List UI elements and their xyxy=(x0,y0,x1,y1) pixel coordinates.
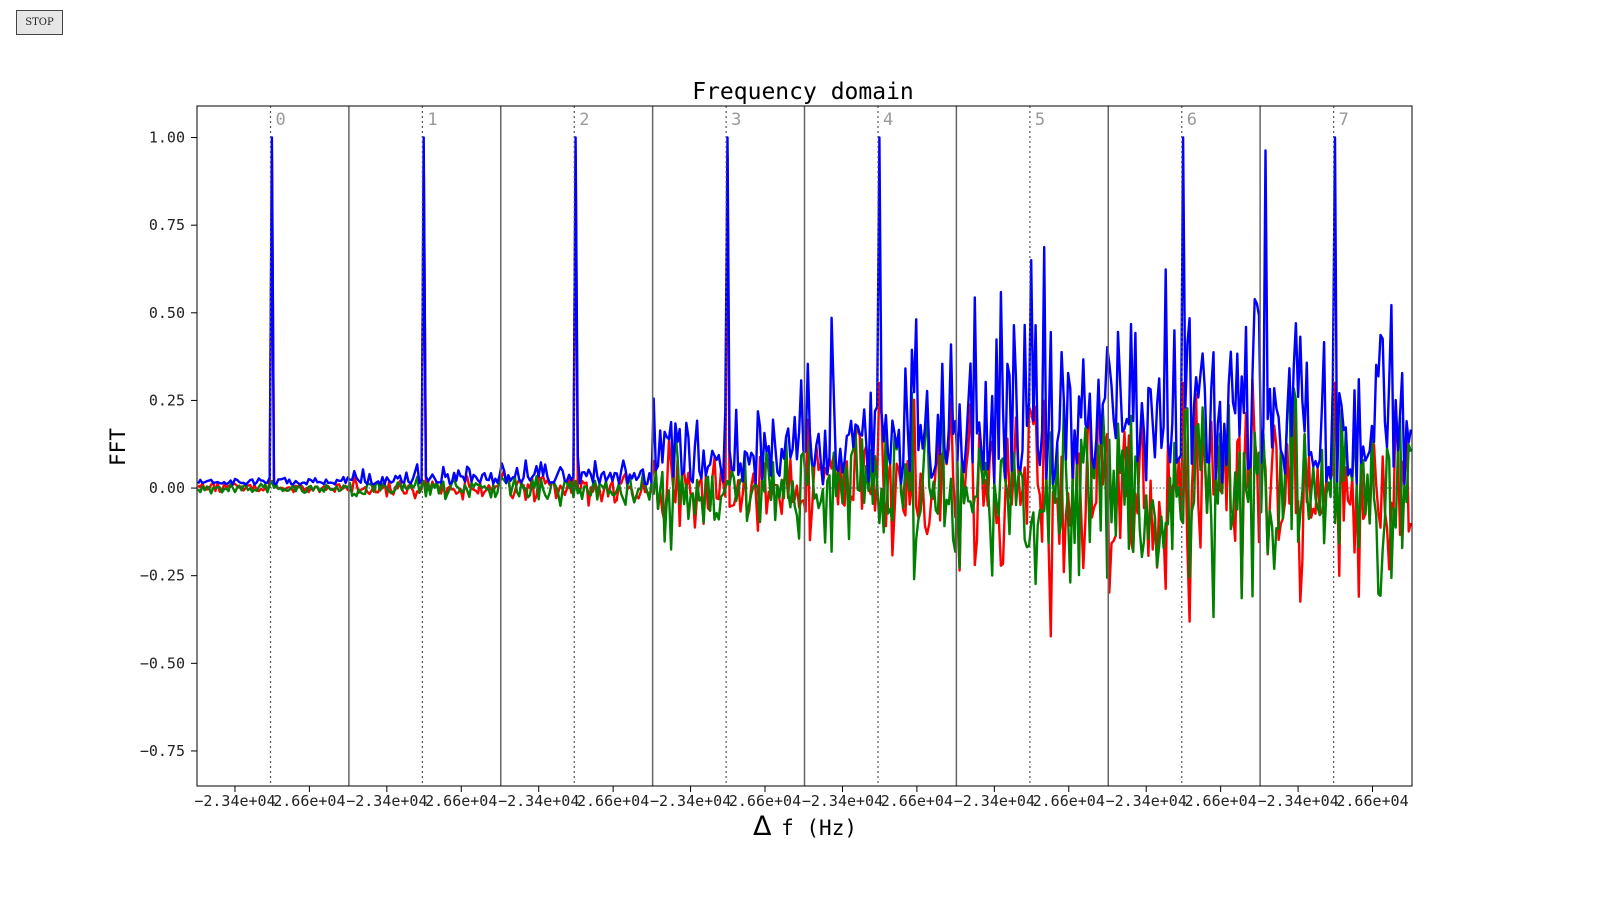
x-tick-label: 2.66e+04 xyxy=(1185,792,1257,810)
x-tick-label: 2.66e+04 xyxy=(881,792,953,810)
y-tick-label: 0.75 xyxy=(149,216,185,234)
x-tick-label: −2.34e+04 xyxy=(954,792,1035,810)
chart-title: Frequency domain xyxy=(692,79,914,105)
x-tick-label: 2.66e+04 xyxy=(425,792,497,810)
segment-label: 4 xyxy=(883,110,893,130)
x-axis-label: Δ f (Hz) xyxy=(753,811,857,842)
x-tick-label: 2.66e+04 xyxy=(273,792,345,810)
y-tick-label: −0.75 xyxy=(140,742,185,760)
x-tick-label: −2.34e+04 xyxy=(802,792,883,810)
segment-label: 5 xyxy=(1035,110,1045,130)
segment-label: 0 xyxy=(276,110,286,130)
segment-label: 7 xyxy=(1339,110,1349,130)
y-axis-label: FFT xyxy=(106,428,130,466)
x-tick-label: −2.34e+04 xyxy=(1106,792,1187,810)
segment-label: 3 xyxy=(731,110,741,130)
x-tick-label: −2.34e+04 xyxy=(1257,792,1338,810)
y-tick-label: 0.25 xyxy=(149,391,185,409)
y-tick-label: 0.50 xyxy=(149,304,185,322)
stop-button[interactable]: STOP xyxy=(16,10,63,35)
x-tick-label: 2.66e+04 xyxy=(577,792,649,810)
x-axis-label-delta: Δ xyxy=(753,811,772,842)
x-tick-label: −2.34e+04 xyxy=(650,792,731,810)
x-tick-label: 2.66e+04 xyxy=(1033,792,1105,810)
segment-label: 1 xyxy=(427,110,437,130)
segment-label: 2 xyxy=(579,110,589,130)
x-axis-label-unit: f (Hz) xyxy=(781,816,857,840)
y-tick-label: −0.25 xyxy=(140,567,185,585)
y-tick-label: 1.00 xyxy=(149,129,185,147)
y-tick-label: −0.50 xyxy=(140,654,185,672)
x-tick-label: 2.66e+04 xyxy=(1336,792,1408,810)
y-tick-label: 0.00 xyxy=(149,479,185,497)
x-tick-label: −2.34e+04 xyxy=(498,792,579,810)
x-tick-label: 2.66e+04 xyxy=(729,792,801,810)
x-tick-label: −2.34e+04 xyxy=(194,792,275,810)
x-tick-label: −2.34e+04 xyxy=(346,792,427,810)
plot-frame xyxy=(196,105,1413,787)
segment-label: 6 xyxy=(1187,110,1197,130)
